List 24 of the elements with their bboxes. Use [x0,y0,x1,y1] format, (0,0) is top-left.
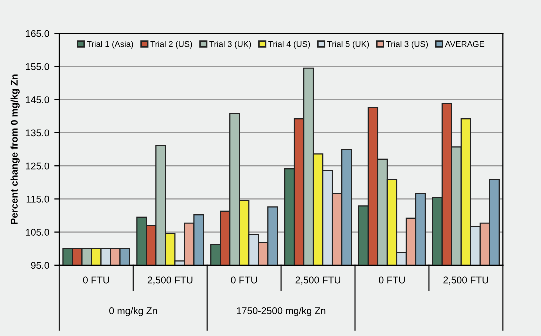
y-tick-label: 145.0 [26,96,50,104]
x-tick-label: 0 FTU [83,276,110,284]
x-tick-label: 2,500 FTU [148,276,193,285]
y-axis-title: Percent change from 0 mg/kg Zn [10,74,20,224]
x-tick-label: 2,500 FTU [444,276,488,285]
text: 1750-2500 mg/kg Zn [237,307,326,316]
y-tick-label: 165.0 [26,30,50,38]
y-tick-label: 95.0 [31,262,50,270]
legend-label: Trial 3 (US) [386,41,428,49]
x-tick-label: 0 FTU [231,276,258,284]
y-tick-label: 115.0 [26,196,50,203]
legend-label: Trial 5 (UK) [328,41,370,49]
y-tick-label: 155.0 [26,63,50,70]
y-tick-label: 125.0 [26,162,50,170]
y-tick-label: 105.0 [26,229,50,236]
legend-label: Trial 4 (US) [268,41,310,49]
text: 0 mg/kg Zn [110,307,158,316]
y-tick-label: 135.0 [26,130,50,137]
legend-label: AVERAGE [445,41,485,48]
x-tick-label: 2,500 FTU [296,276,341,285]
x-tick-label: 0 FTU [379,276,405,284]
legend-label: Trial 1 (Asia) [87,41,134,49]
legend-label: Trial 3 (UK) [210,41,252,49]
legend-label: Trial 2 (US) [150,41,192,49]
